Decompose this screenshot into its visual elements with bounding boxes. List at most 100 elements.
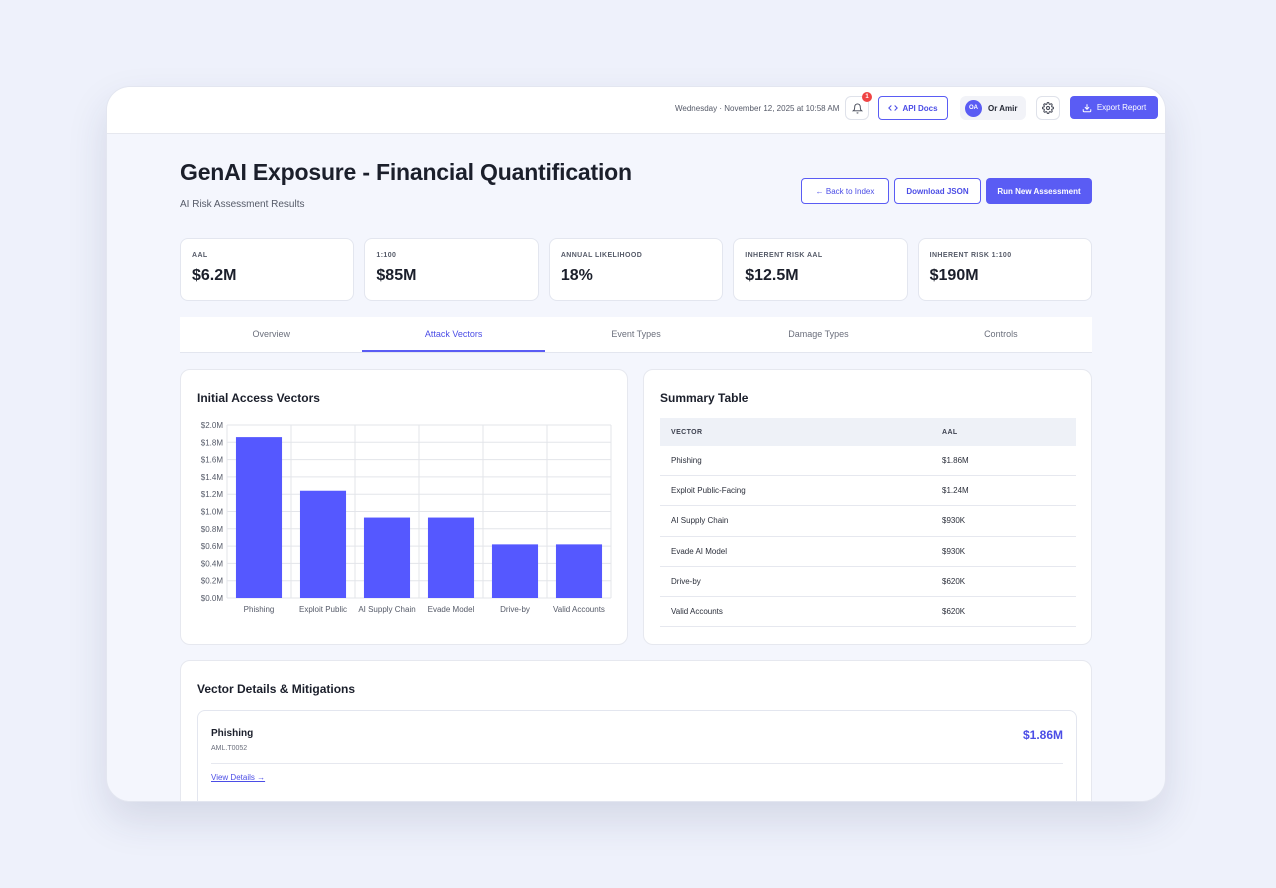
x-tick-label: Phishing [244,605,275,614]
table-row: Evade AI Model $930K [660,537,1076,567]
download-icon [1082,103,1092,112]
table-row: AI Supply Chain $930K [660,506,1076,537]
vector-details-title: Vector Details & Mitigations [197,682,356,696]
aal-cell: $620K [942,607,966,617]
kpi-label: 1:100 [376,252,397,259]
y-tick-label: $0.8M [201,525,224,534]
user-name: Or Amir [988,103,1018,113]
bar [299,490,347,598]
bar [555,544,603,598]
tab-bar: Overview Attack Vectors Event Types Dama… [180,317,1092,353]
aal-cell: $930K [942,546,966,556]
vector-technique-id: AML.T0052 [211,745,248,752]
summary-table-card: Summary Table VECTOR AAL Phishing $1.86M… [643,369,1092,645]
aal-cell: $1.24M [942,486,969,496]
page-subtitle: AI Risk Assessment Results [180,199,305,210]
aal-cell: $620K [942,576,966,586]
export-report-button[interactable]: Export Report [1070,96,1158,119]
back-to-index-button[interactable]: ← Back to Index [801,178,889,204]
kpi-row: AAL $6.2M 1:100 $85M ANNUAL LIKELIHOOD 1… [180,238,1093,301]
kpi-value: $6.2M [192,267,237,284]
kpi-card-annual-likelihood: ANNUAL LIKELIHOOD 18% [548,238,724,301]
bar [235,437,283,598]
y-tick-label: $0.2M [201,577,224,586]
chart-title: Initial Access Vectors [197,391,320,405]
y-tick-label: $1.0M [201,508,224,517]
top-bar: Wednesday · November 12, 2025 at 10:58 A… [107,87,1165,134]
user-menu[interactable]: OA Or Amir [960,96,1026,120]
y-tick-label: $0.6M [201,542,224,551]
kpi-value: 18% [560,267,593,284]
vector-cell: AI Supply Chain [671,516,729,526]
gear-icon [1042,102,1054,114]
aal-cell: $930K [942,516,966,526]
y-tick-label: $0.0M [201,594,224,603]
vector-detail-item: Phishing AML.T0052 $1.86M View Details → [197,710,1077,802]
kpi-label: AAL [192,252,208,259]
y-tick-label: $1.8M [201,438,224,447]
vector-aal-value: $1.86M [1022,728,1063,742]
vector-cell: Drive-by [671,576,701,586]
y-tick-label: $0.4M [201,559,224,568]
x-tick-label: Exploit Public [299,605,347,614]
vector-cell: Evade AI Model [671,546,728,556]
bell-icon [851,103,863,114]
kpi-card-inherent-1-in-100: INHERENT RISK 1:100 $190M [917,238,1093,301]
y-tick-label: $2.0M [201,421,224,430]
download-json-button[interactable]: Download JSON [894,178,981,204]
initial-access-vectors-card: Initial Access Vectors $0.0M $0.2M $0.4M $0… [180,369,628,645]
settings-button[interactable] [1036,96,1060,120]
tab-event-types[interactable]: Event Types [611,329,661,339]
column-header-vector: VECTOR [671,428,703,436]
vector-cell: Valid Accounts [671,607,723,617]
avatar: OA [965,99,982,117]
x-tick-label: Valid Accounts [553,605,605,614]
code-icon [888,105,899,111]
bar [427,517,475,598]
tab-controls[interactable]: Controls [984,329,1018,339]
bar [491,544,539,598]
aal-cell: $1.86M [942,456,969,466]
api-docs-label: API Docs [902,103,938,113]
table-row: Phishing $1.86M [660,446,1076,477]
kpi-value: $85M [376,267,417,284]
table-header: VECTOR AAL [660,418,1076,446]
notifications-button[interactable]: 1 [845,92,872,120]
app-window: Wednesday · November 12, 2025 at 10:58 A… [106,86,1166,802]
divider [211,763,1063,764]
kpi-card-inherent-aal: INHERENT RISK AAL $12.5M [733,238,908,301]
x-tick-label: Drive-by [500,605,530,614]
bar-chart: $0.0M $0.2M $0.4M $0.6M $0.8M $1.0M $1.2M $1.4M… [201,421,612,614]
table-row: Exploit Public-Facing $1.24M [660,476,1076,507]
api-docs-button[interactable]: API Docs [878,96,948,120]
table-row: Drive-by $620K [660,567,1076,597]
page-title: GenAI Exposure - Financial Quantificatio… [180,159,632,185]
kpi-card-1-in-100: 1:100 $85M [364,238,539,301]
export-report-label: Export Report [1096,103,1147,112]
kpi-card-aal: AAL $6.2M [180,238,355,301]
vector-cell: Phishing [671,456,702,466]
y-tick-label: $1.4M [201,473,224,482]
summary-table-title: Summary Table [660,391,749,405]
view-details-link[interactable]: View Details → [211,773,266,782]
run-new-assessment-button[interactable]: Run New Assessment [986,178,1092,204]
kpi-label: INHERENT RISK 1:100 [929,252,1012,259]
bar [363,517,411,598]
kpi-label: INHERENT RISK AAL [745,252,823,259]
current-datetime: Wednesday · November 12, 2025 at 10:58 A… [675,104,840,113]
vector-cell: Exploit Public-Facing [671,486,746,496]
tab-damage-types[interactable]: Damage Types [788,329,849,339]
vector-name: Phishing [211,728,254,739]
x-tick-label: AI Supply Chain [358,605,415,614]
divider [198,801,1076,802]
kpi-value: $12.5M [745,267,799,284]
tab-attack-vectors[interactable]: Attack Vectors [362,317,545,352]
y-tick-label: $1.2M [201,490,224,499]
y-tick-label: $1.6M [201,456,224,465]
column-header-aal: AAL [942,428,958,436]
table-row: Valid Accounts $620K [660,597,1076,628]
tab-overview[interactable]: Overview [252,329,290,339]
vector-details-card: Vector Details & Mitigations Phishing AM… [180,660,1092,802]
kpi-value: $190M [929,267,979,284]
x-tick-label: Evade Model [428,605,475,614]
